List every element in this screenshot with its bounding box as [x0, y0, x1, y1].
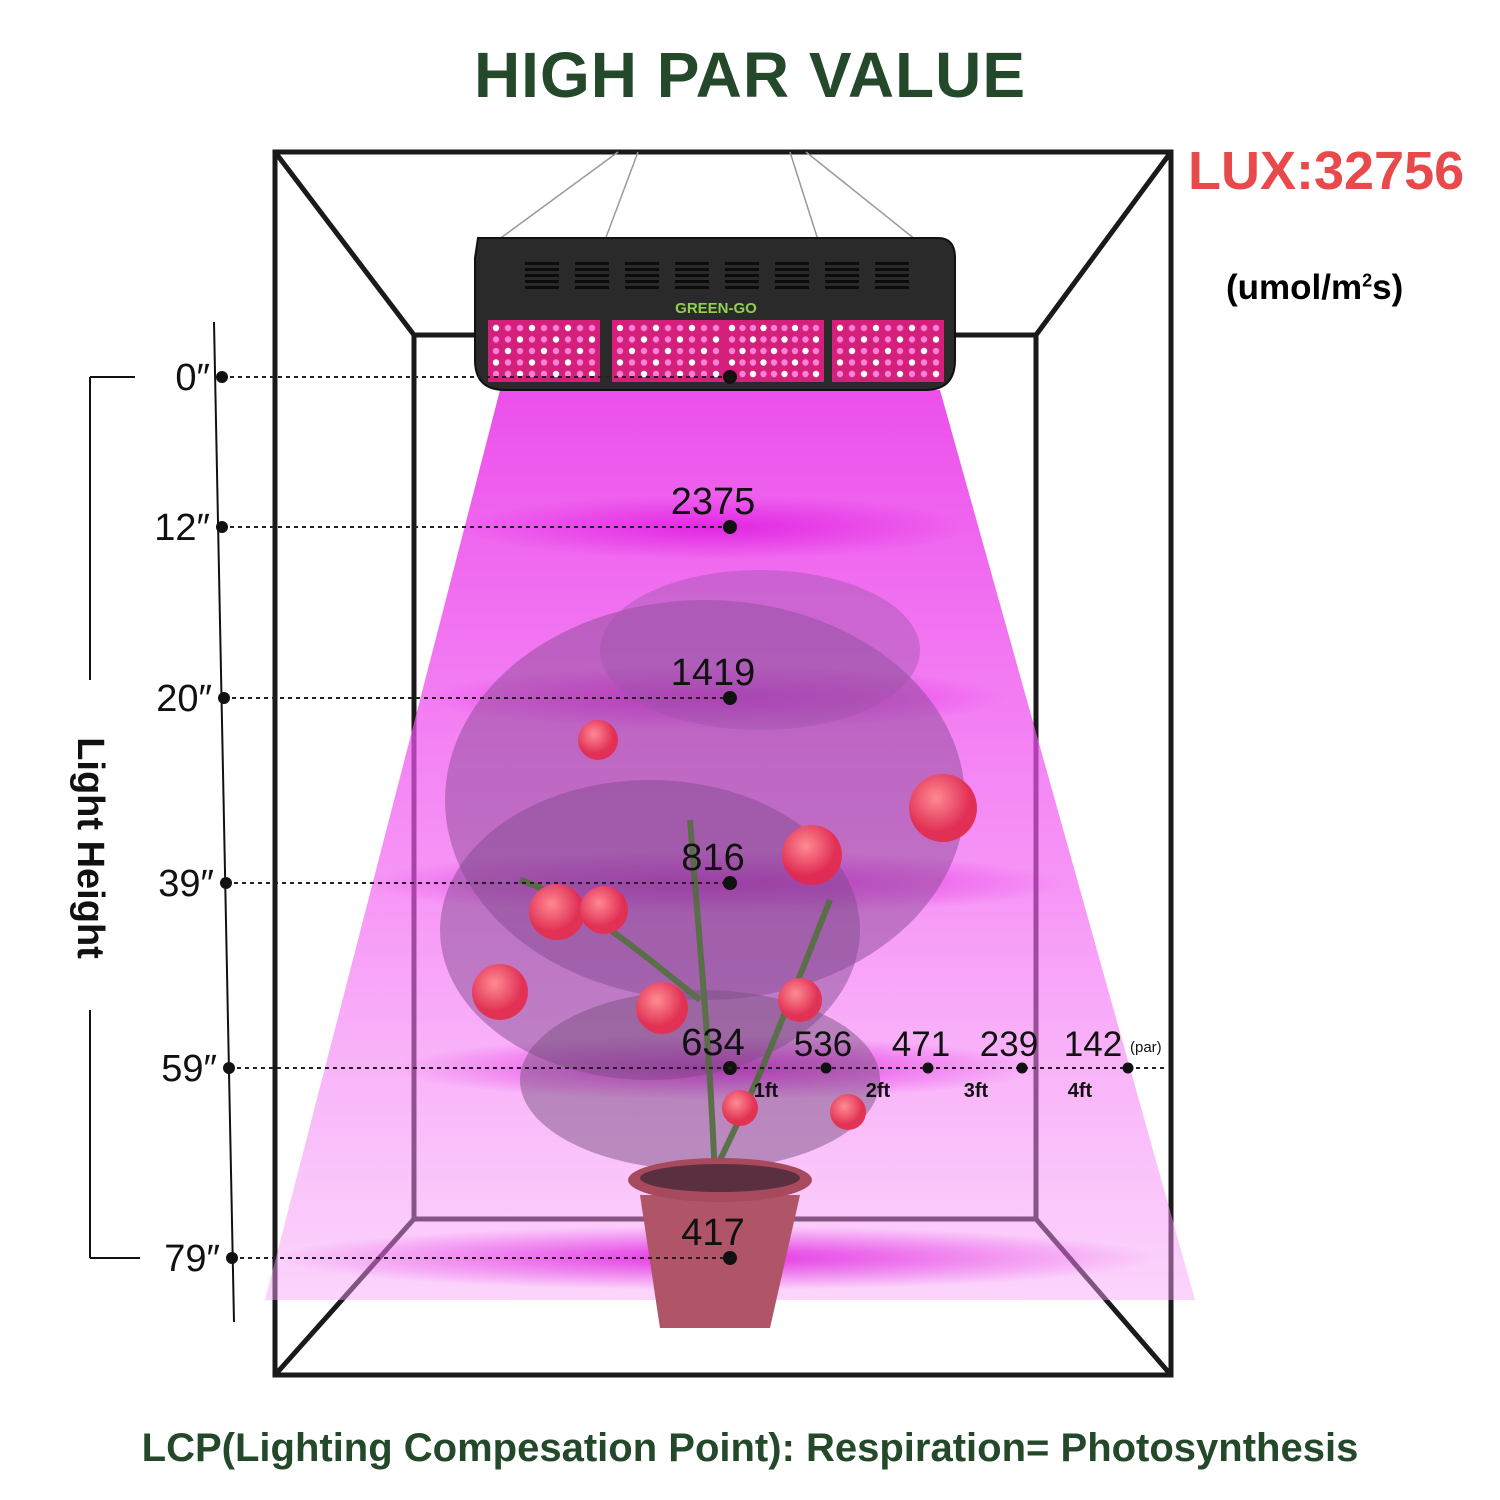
- brand-label: GREEN-GO: [675, 300, 757, 317]
- lux-value: LUX:32756: [1188, 141, 1465, 201]
- vent-slot: [725, 262, 759, 289]
- tomato: [782, 825, 842, 885]
- spread-value: 536: [794, 1025, 852, 1064]
- tomato-plant: [440, 570, 977, 1181]
- par-value: 1419: [671, 652, 756, 694]
- tomato: [580, 886, 628, 934]
- tomato: [529, 884, 585, 940]
- axis-dot: [216, 371, 228, 383]
- height-row: 0″: [175, 357, 737, 399]
- tomato: [830, 1094, 866, 1130]
- unit-prefix: (umol/m: [1226, 268, 1363, 307]
- vent-slot: [525, 262, 559, 289]
- led-grow-light: GREEN-GO: [474, 237, 956, 391]
- par-value: 2375: [671, 481, 756, 523]
- vent-slot: [575, 262, 609, 289]
- center-dot: [723, 691, 737, 705]
- spread-value: 239: [980, 1025, 1038, 1064]
- height-label: 59″: [161, 1048, 217, 1090]
- par-unit-label: (umol/m2s): [1226, 268, 1403, 308]
- unit-superscript: 2: [1362, 270, 1373, 291]
- unit-suffix: s): [1372, 268, 1404, 307]
- center-dot: [723, 1251, 737, 1265]
- height-row: 20″ 1419: [156, 652, 755, 720]
- intensity-disc: [396, 1036, 1036, 1100]
- axis-dot: [220, 877, 232, 889]
- led-bank: [724, 320, 824, 382]
- height-label: 39″: [158, 863, 214, 905]
- height-label: 20″: [156, 678, 212, 720]
- height-label: 12″: [154, 507, 210, 549]
- flower-pot: [628, 1158, 812, 1328]
- hanging-wires: [497, 151, 917, 241]
- spread-dot: [1122, 1062, 1134, 1074]
- tomato: [722, 1090, 758, 1126]
- spread-point: 142 4ft: [1064, 1025, 1134, 1102]
- height-label: 79″: [164, 1238, 220, 1280]
- par-value: 417: [681, 1212, 744, 1254]
- spread-value: 471: [892, 1025, 950, 1064]
- tomato: [636, 982, 688, 1034]
- axis-title: Light Height: [69, 737, 111, 959]
- tomato: [472, 964, 528, 1020]
- axis-dot: [218, 692, 230, 704]
- par-value: 634: [681, 1022, 744, 1064]
- tomato: [778, 978, 822, 1022]
- spread-distance: 2ft: [866, 1080, 891, 1102]
- vent-slot: [825, 262, 859, 289]
- spread-dot: [820, 1062, 832, 1074]
- spread-distance: 1ft: [754, 1080, 779, 1102]
- spread-distance: 4ft: [1068, 1080, 1093, 1102]
- center-dot: [723, 876, 737, 890]
- axis-dot: [223, 1062, 235, 1074]
- height-label: 0″: [175, 357, 210, 399]
- par-value: 816: [681, 837, 744, 879]
- spread-dot: [922, 1062, 934, 1074]
- vent-slot: [625, 262, 659, 289]
- footer-note: LCP(Lighting Compesation Point): Respira…: [141, 1426, 1359, 1470]
- par-unit-tag: (par): [1130, 1039, 1162, 1056]
- spread-point: 239 3ft: [964, 1025, 1038, 1102]
- tomato: [909, 774, 977, 842]
- axis-dot: [216, 521, 228, 533]
- led-bank: [612, 320, 724, 382]
- tomato: [578, 720, 618, 760]
- vent-slot: [775, 262, 809, 289]
- center-dot: [723, 520, 737, 534]
- axis-dot: [226, 1252, 238, 1264]
- led-bank: [832, 320, 944, 382]
- height-row: 39″ 816: [158, 837, 744, 905]
- height-axis: [89, 321, 235, 1323]
- vent-slot: [875, 262, 909, 289]
- spread-dot: [1016, 1062, 1028, 1074]
- spread-value: 142: [1064, 1025, 1122, 1064]
- center-dot: [723, 370, 737, 384]
- spread-distance: 3ft: [964, 1080, 989, 1102]
- height-row: 59″ 634: [161, 1022, 744, 1090]
- spread-point: 536 1ft: [754, 1025, 852, 1102]
- height-row: 12″ 2375: [154, 481, 755, 549]
- page-title: HIGH PAR VALUE: [473, 39, 1027, 111]
- intensity-disc: [466, 495, 966, 559]
- height-row: 79″ 417: [164, 1212, 744, 1280]
- led-bank: [488, 320, 600, 382]
- vent-slot: [675, 262, 709, 289]
